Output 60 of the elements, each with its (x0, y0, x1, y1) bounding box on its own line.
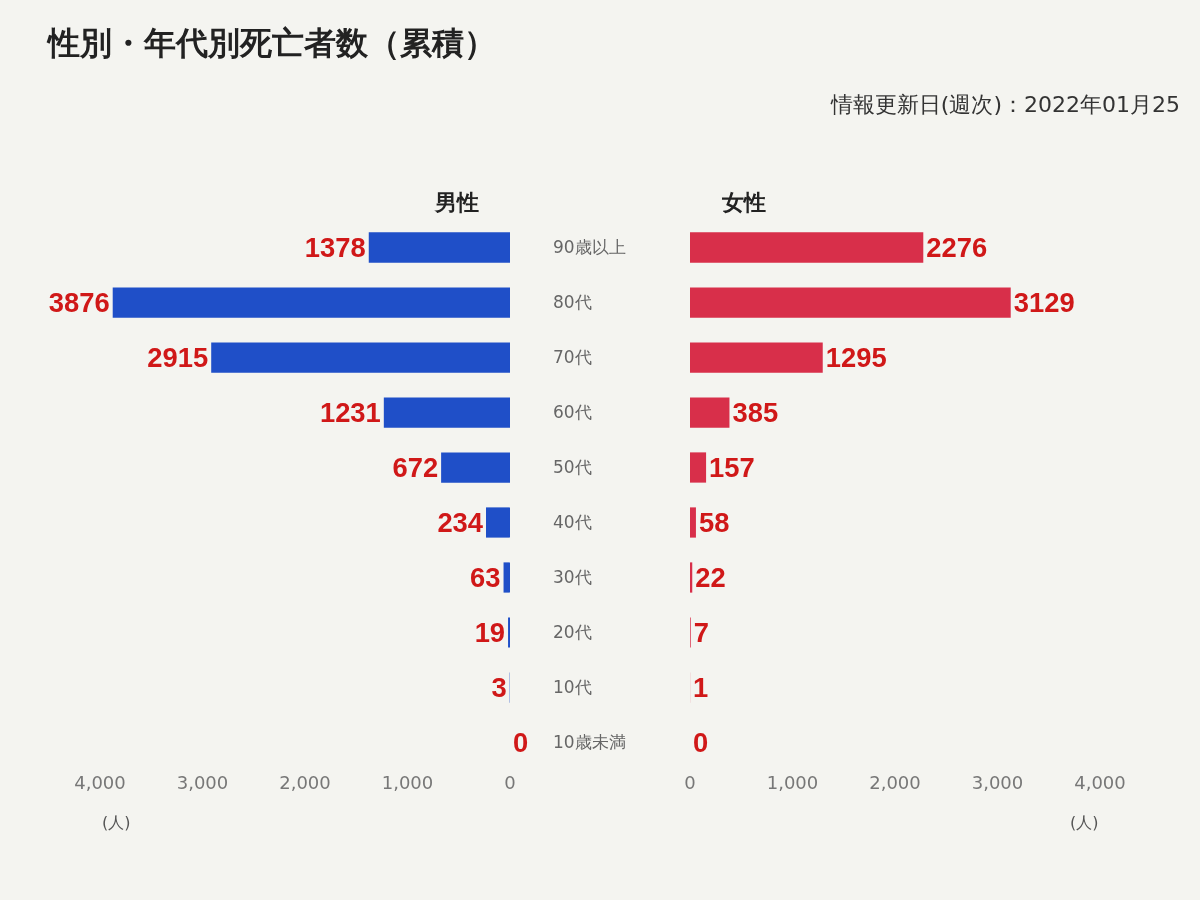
chart-subtitle: 情報更新日(週次)：2022年01月25 (830, 91, 1180, 119)
data-label: 385 (732, 396, 779, 428)
y-tick-label: 40代 (553, 512, 592, 533)
x-tick-label: 0 (504, 772, 516, 793)
x-tick-label: 3,000 (176, 772, 229, 793)
data-label: 157 (709, 451, 755, 483)
bar (486, 507, 510, 538)
y-tick-label: 50代 (553, 457, 592, 478)
x-axis-title: (人) (1070, 813, 1099, 832)
data-label: 22 (695, 561, 726, 593)
x-axis-title: (人) (102, 813, 131, 832)
data-label: 2276 (926, 231, 988, 263)
x-tick-label: 4,000 (1074, 772, 1126, 793)
data-label: 3 (491, 671, 507, 703)
data-label: 0 (513, 726, 529, 758)
y-tick-label: 80代 (553, 292, 592, 313)
bar (690, 397, 730, 428)
bar (690, 507, 696, 538)
x-tick-label: 1,000 (381, 772, 434, 793)
data-label: 58 (698, 506, 730, 538)
y-tick-label: 10歳未満 (553, 732, 626, 753)
bar (503, 562, 510, 593)
y-tick-label: 60代 (553, 402, 592, 423)
bar (690, 232, 924, 263)
y-tick-label: 90歳以上 (553, 237, 626, 258)
bar (211, 342, 510, 373)
data-label: 1231 (319, 396, 381, 428)
series-label: 男性 (434, 190, 479, 215)
series-label: 女性 (721, 190, 766, 215)
data-label: 234 (437, 506, 484, 538)
y-tick-label: 30代 (553, 567, 592, 588)
data-label: 63 (470, 561, 501, 593)
bar (112, 287, 510, 318)
x-tick-label: 3,000 (971, 772, 1024, 793)
data-label: 0 (693, 726, 709, 758)
x-tick-label: 4,000 (74, 772, 126, 793)
x-tick-label: 0 (684, 772, 696, 793)
chart-title: 性別・年代別死亡者数（累積） (48, 23, 496, 64)
y-tick-label: 10代 (553, 677, 592, 698)
data-label: 3876 (48, 286, 110, 318)
bar (441, 452, 510, 483)
y-tick-label: 20代 (553, 622, 592, 643)
bar (368, 232, 510, 263)
data-label: 7 (693, 616, 709, 648)
bar (383, 397, 510, 428)
bar (690, 287, 1011, 318)
data-label: 2915 (147, 341, 209, 373)
data-label: 672 (392, 451, 439, 483)
data-label: 1 (693, 671, 709, 703)
x-tick-label: 2,000 (279, 772, 331, 793)
data-label: 1295 (825, 341, 887, 373)
x-tick-label: 1,000 (766, 772, 819, 793)
data-label: 3129 (1013, 286, 1075, 318)
bar (690, 562, 693, 593)
x-tick-label: 2,000 (869, 772, 921, 793)
bar (690, 342, 823, 373)
bar (690, 452, 707, 483)
y-tick-label: 70代 (553, 347, 592, 368)
data-label: 19 (474, 616, 506, 648)
data-label: 1378 (304, 231, 366, 263)
